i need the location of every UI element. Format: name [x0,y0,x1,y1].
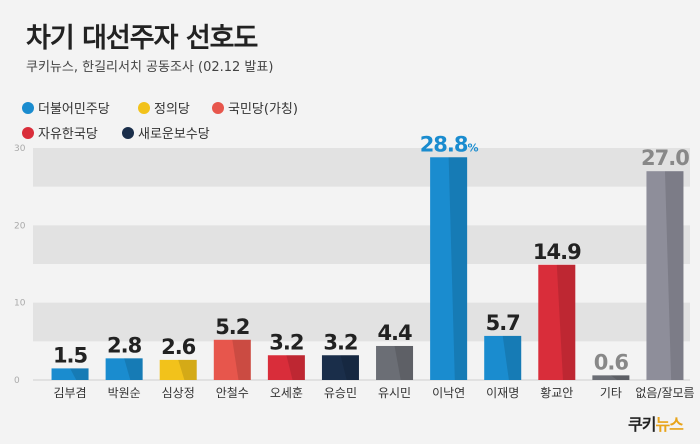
data-label: 3.2 [323,330,357,354]
legend-item-justice: 정의당 [138,98,190,117]
legend-item-democratic: 더불어민주당 [22,98,110,117]
grid-band [33,225,690,264]
x-tick-label: 심상정 [162,386,195,400]
bar-shade [232,339,251,380]
bar-shade [394,345,414,380]
x-tick-label: 없음/잘모름 [635,386,694,400]
data-label: 14.9 [533,240,581,264]
bar-shade [610,375,630,380]
x-tick-label: 안철수 [216,386,249,400]
x-tick-label: 박원순 [108,386,141,400]
legend-label: 새로운보수당 [138,127,210,142]
bar [376,345,414,380]
x-tick-label: 이낙연 [432,386,465,400]
y-tick-label: 30 [14,144,26,154]
legend-label: 더불어민주당 [38,102,110,117]
y-tick-label: 20 [14,221,26,231]
legend-item-new-conservative: 새로운보수당 [122,123,210,142]
bar [267,355,305,380]
data-label: 28.8% [420,132,479,156]
bar-shade [664,171,684,380]
bar-shade [178,359,197,380]
chart-title: 차기 대선주자 선호도 [26,23,258,54]
bar [321,355,359,380]
x-tick-label: 유승민 [324,386,357,400]
bar [51,368,89,380]
x-tick-label: 오세훈 [270,386,303,400]
legend-item-liberty-korea: 자유한국당 [22,123,98,142]
data-label: 5.2 [215,315,249,339]
bar [159,359,197,380]
logo-part2: 뉴스 [655,415,683,434]
bar-shade [340,355,359,380]
legend-swatch [22,102,34,114]
bar [646,171,684,380]
legend-swatch [122,127,134,139]
data-label: 5.7 [486,311,520,335]
legend-swatch [22,127,34,139]
legend-label: 국민당(가칭) [228,102,298,117]
data-label: 1.5 [53,343,88,367]
legend-swatch [212,102,224,114]
logo-part1: 쿠키 [628,415,656,434]
bar-shade [124,358,143,380]
x-tick-label: 김부겸 [53,386,86,400]
x-tick-label: 이재명 [486,386,519,400]
grid-band [33,148,690,187]
legend-label: 정의당 [154,102,190,117]
bar [592,375,630,380]
bar-shade [70,368,89,380]
legend-item-peoples: 국민당(가칭) [212,98,298,117]
bar [538,264,576,380]
data-label: 2.8 [107,333,142,357]
bar-shade [448,157,468,380]
data-label: 4.4 [377,321,412,345]
x-tick-label: 기타 [600,386,622,400]
y-tick-label: 0 [14,376,20,386]
x-tick-label: 황교안 [540,386,573,400]
bar-shade [286,355,305,380]
bar-shade [502,335,522,380]
y-tick-label: 10 [14,299,26,309]
bar [430,157,468,380]
bar [484,335,522,380]
logo: 쿠키뉴스 [628,411,684,435]
data-label: 0.6 [594,350,629,374]
grid-band [33,302,690,342]
bar [213,339,251,380]
bar [105,358,143,380]
legend-swatch [138,102,150,114]
data-label: 27.0 [641,146,689,170]
data-label: 2.6 [161,335,196,359]
legend-label: 자유한국당 [38,127,98,142]
bar-shade [556,264,576,380]
chart-subtitle: 쿠키뉴스, 한길리서치 공동조사 (02.12 발표) [26,60,274,75]
data-label-unit: % [468,141,479,154]
x-tick-label: 유시민 [378,386,411,400]
data-label: 3.2 [269,330,303,354]
